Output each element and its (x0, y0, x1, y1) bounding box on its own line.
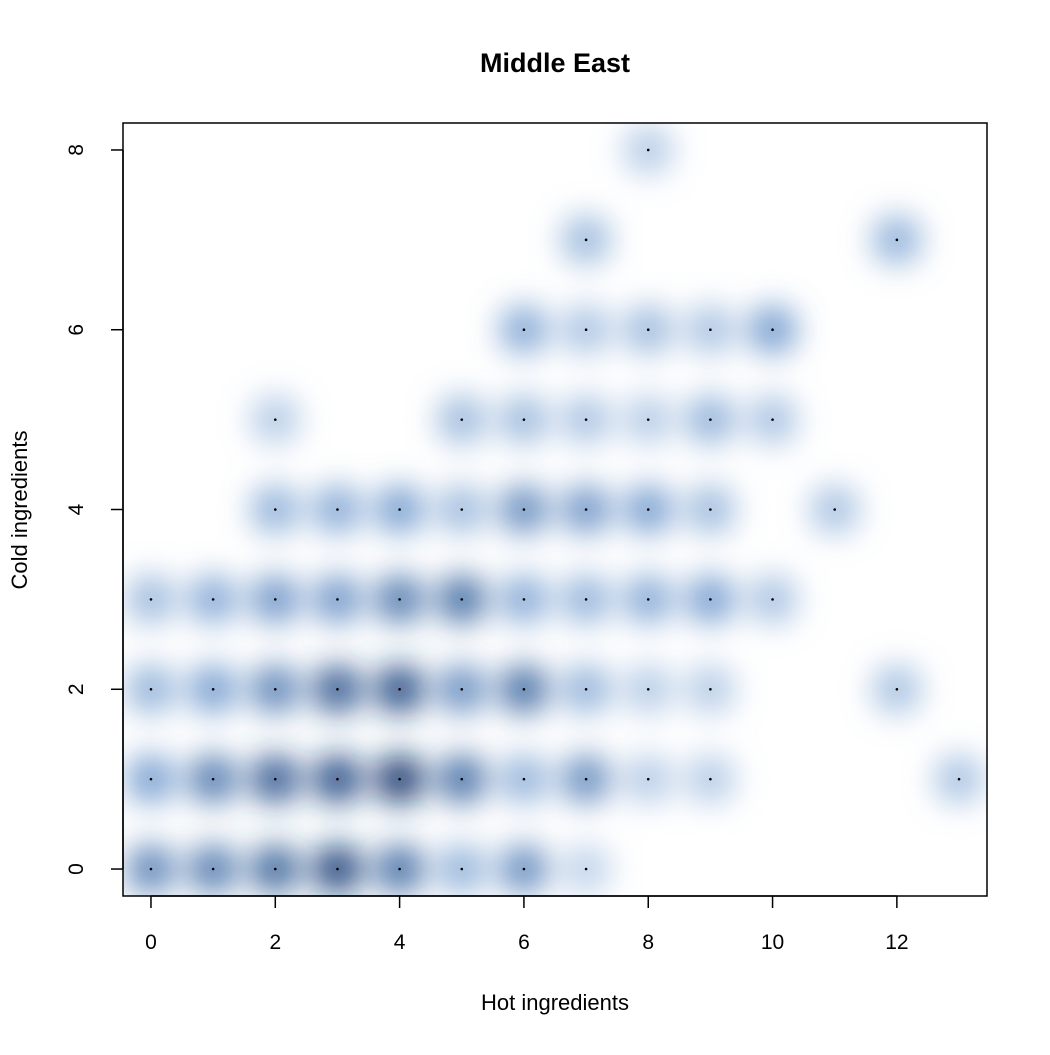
data-point (460, 418, 464, 421)
chart-title: Middle East (480, 48, 630, 78)
data-point (584, 777, 588, 781)
data-point (771, 418, 774, 421)
data-point (336, 867, 339, 871)
data-point (398, 598, 401, 601)
data-point (646, 148, 650, 152)
data-point (584, 508, 588, 511)
x-tick-label: 8 (642, 931, 654, 954)
y-tick-label: 0 (65, 863, 88, 875)
data-point (522, 328, 526, 332)
data-point (584, 598, 588, 601)
data-point (336, 508, 339, 511)
y-tick-label: 2 (65, 683, 88, 695)
data-point (957, 777, 961, 781)
data-point (709, 777, 712, 781)
data-point (149, 867, 153, 871)
data-point (336, 777, 339, 781)
data-point (336, 598, 339, 601)
points-layer (149, 148, 961, 871)
data-point (149, 598, 153, 601)
data-point (646, 687, 650, 691)
data-point (895, 238, 899, 242)
data-point (522, 418, 526, 421)
x-tick-label: 4 (394, 931, 406, 954)
y-axis: 0 2 4 6 8 (65, 144, 124, 875)
data-point (273, 867, 277, 871)
data-point (336, 687, 339, 691)
data-point (273, 418, 277, 421)
data-point (771, 598, 774, 601)
data-point (398, 777, 401, 781)
y-tick-label: 8 (65, 144, 88, 156)
data-point (709, 508, 712, 511)
x-tick-label: 0 (145, 931, 157, 954)
data-point (833, 508, 837, 511)
data-point (895, 687, 899, 691)
data-point (273, 598, 277, 601)
x-tick-label: 2 (269, 931, 281, 954)
data-point (709, 418, 712, 421)
data-point (646, 508, 650, 511)
x-tick-label: 6 (518, 931, 530, 954)
data-point (149, 687, 153, 691)
data-point (149, 777, 153, 781)
data-point (211, 687, 215, 691)
data-point (709, 598, 712, 601)
data-point (460, 687, 464, 691)
data-point (398, 867, 401, 871)
data-point (398, 687, 401, 691)
data-point (211, 777, 215, 781)
data-point (709, 687, 712, 691)
y-tick-label: 4 (65, 503, 88, 515)
data-point (522, 777, 526, 781)
data-point (646, 418, 650, 421)
data-point (398, 508, 401, 511)
data-point (460, 508, 464, 511)
y-tick-label: 6 (65, 324, 88, 336)
x-tick-label: 12 (885, 931, 908, 954)
data-point (460, 777, 464, 781)
data-point (709, 328, 712, 332)
data-point (646, 777, 650, 781)
data-point (273, 687, 277, 691)
data-point (771, 328, 774, 332)
data-point (522, 598, 526, 601)
data-point (273, 508, 277, 511)
data-point (273, 777, 277, 781)
x-tick-label: 10 (761, 931, 784, 954)
x-axis: 0 2 4 6 8 10 12 (145, 895, 909, 954)
data-point (522, 687, 526, 691)
data-point (584, 687, 588, 691)
data-point (460, 598, 464, 601)
data-point (211, 867, 215, 871)
data-point (584, 867, 588, 871)
data-point (584, 238, 588, 242)
x-axis-label: Hot ingredients (481, 990, 629, 1015)
data-point (646, 328, 650, 332)
data-point (211, 598, 215, 601)
data-point (584, 418, 588, 421)
data-point (522, 508, 526, 511)
data-point (646, 598, 650, 601)
y-axis-label: Cold ingredients (7, 431, 32, 590)
data-point (460, 867, 464, 871)
data-point (584, 328, 588, 332)
data-point (522, 867, 526, 871)
